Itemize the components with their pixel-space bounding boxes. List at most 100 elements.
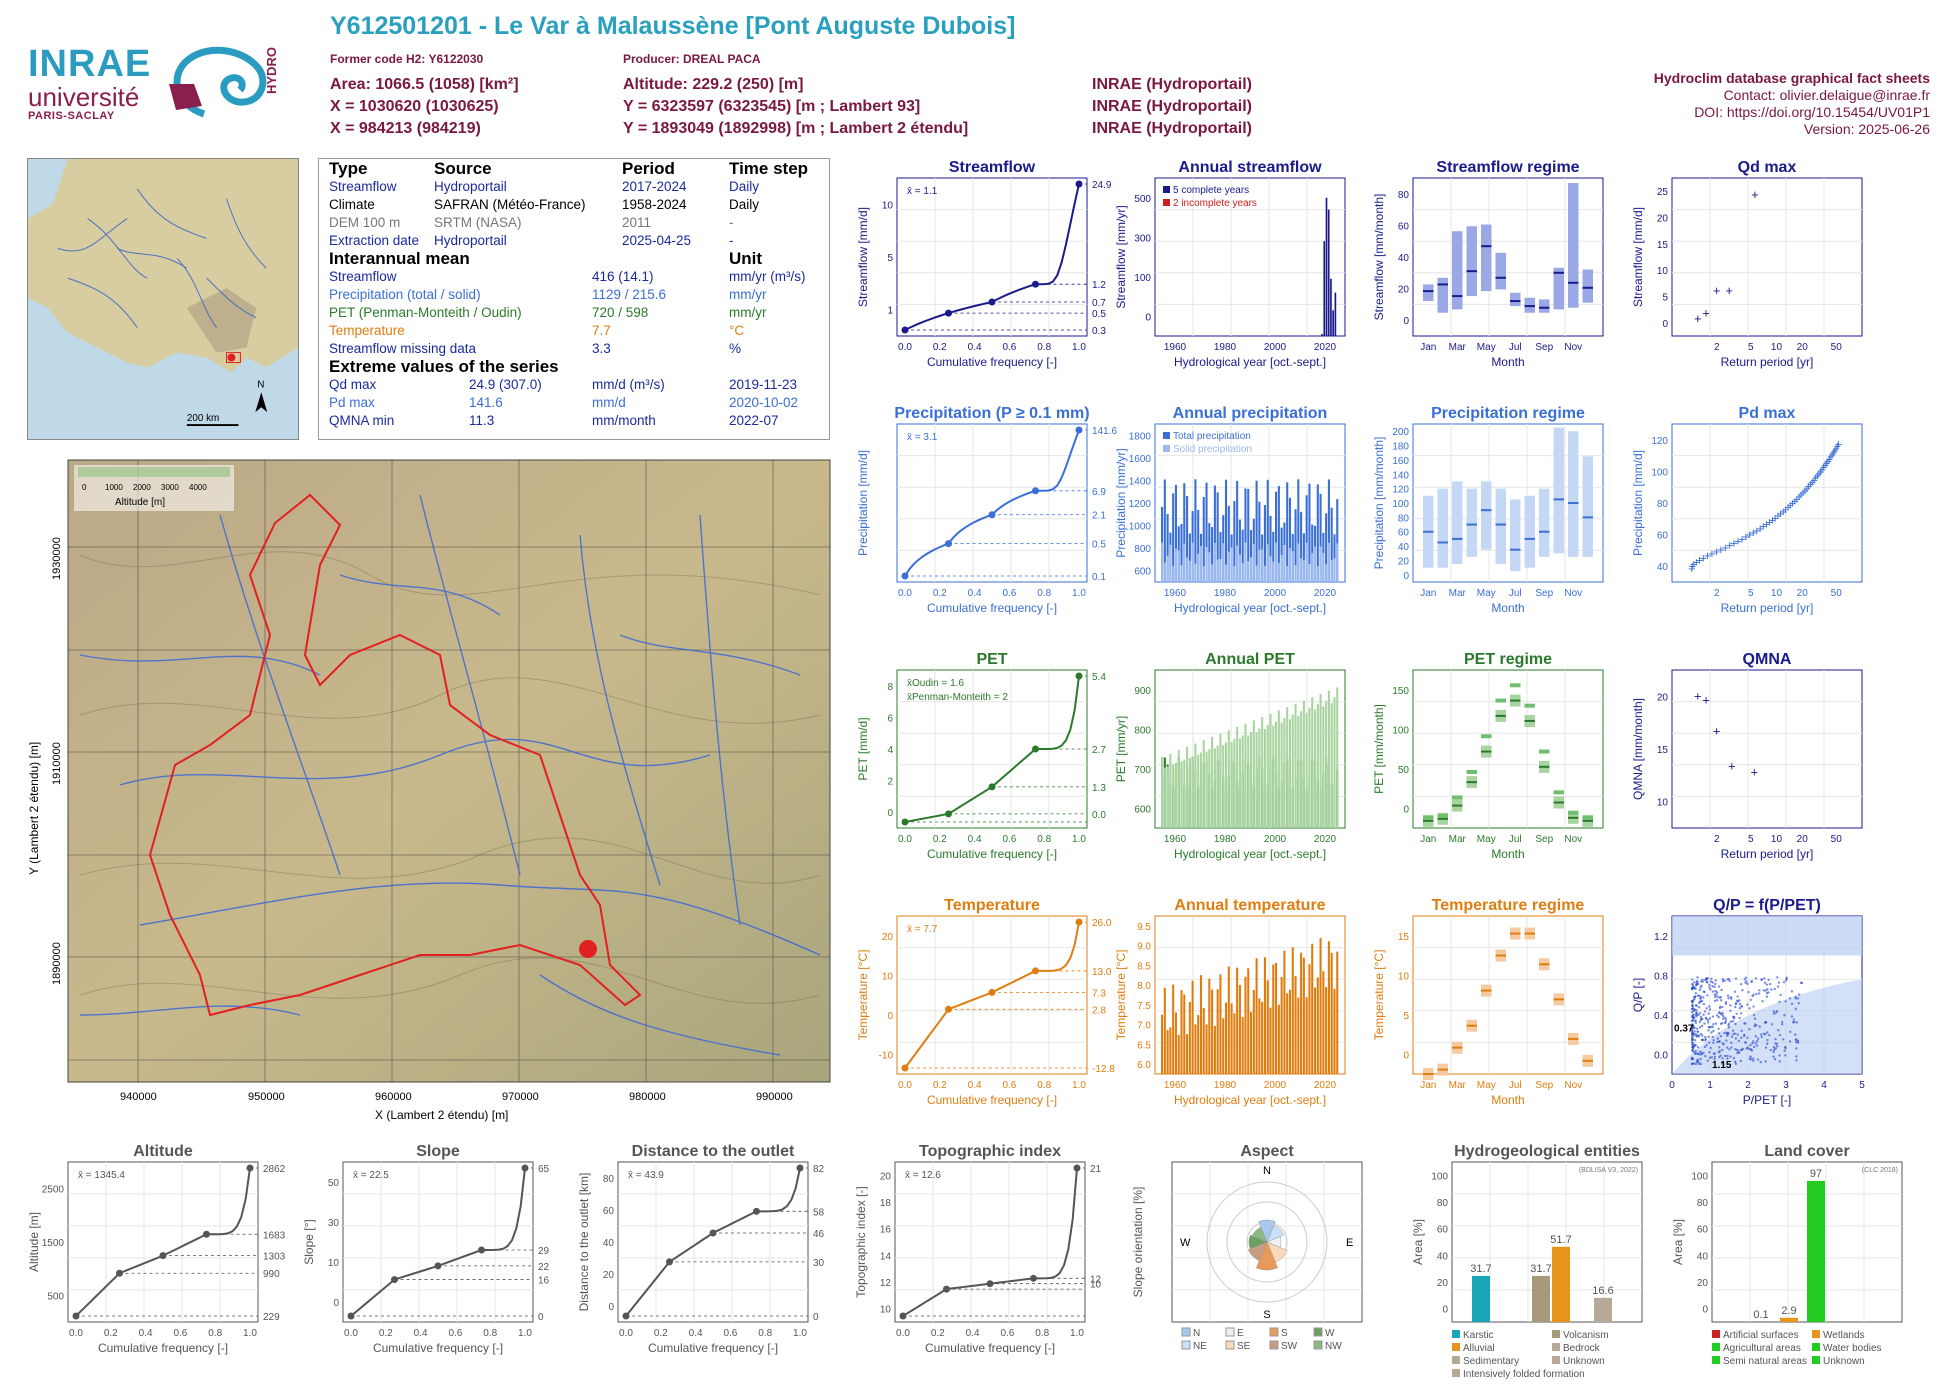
annual-bar-secondary: [1261, 549, 1264, 582]
tick-label: -12.8: [1092, 1064, 1115, 1075]
chart-title: Annual temperature: [1174, 897, 1325, 914]
annual-bar: [1236, 967, 1239, 1074]
budyko-point: [1748, 1007, 1751, 1010]
annual-bar: [1208, 978, 1211, 1074]
tick-label: 1.0: [518, 1328, 532, 1339]
annual-bar: [1238, 984, 1241, 1074]
tick-label: Nov: [1564, 342, 1582, 353]
budyko-point: [1726, 978, 1729, 981]
budyko-point: [1729, 1009, 1732, 1013]
budyko-point: [1699, 986, 1702, 989]
legend-swatch: [1313, 1327, 1323, 1337]
budyko-point: [1696, 1046, 1700, 1049]
return-period-point: +: [1742, 529, 1750, 544]
budyko-point: [1773, 987, 1776, 991]
budyko-point: [1721, 1062, 1724, 1065]
budyko-point: [1721, 1011, 1724, 1015]
tick-label: 24.9: [1092, 180, 1112, 191]
return-period-point: +: [1812, 470, 1820, 485]
budyko-point: [1761, 999, 1764, 1003]
svg-text:X (Lambert 2 étendu) [m]: X (Lambert 2 étendu) [m]: [375, 1108, 508, 1122]
axis-label: Month: [1491, 355, 1524, 369]
tick-label: 1683: [263, 1230, 286, 1241]
budyko-point: [1691, 1046, 1694, 1049]
tick-label: 0.8: [483, 1328, 497, 1339]
source-note: (BDLISA V3, 2022): [1579, 1167, 1638, 1174]
chart-title: Temperature: [944, 897, 1040, 914]
budyko-point: [1704, 1035, 1707, 1039]
info-table: Type Source Period Time step Streamflow Hydr…: [318, 158, 830, 440]
tick-label: 180: [1392, 442, 1409, 453]
budyko-point: [1772, 1045, 1776, 1049]
tick-label: 14: [880, 1251, 892, 1262]
annual-bar-secondary: [1191, 756, 1194, 828]
annual-bar: [1308, 483, 1311, 582]
annual-bar-secondary: [1213, 542, 1216, 582]
axis-label: Cumulative frequency [-]: [927, 1093, 1057, 1107]
annual-bar-secondary: [1333, 697, 1336, 828]
annual-bar: [1211, 527, 1214, 582]
table-row: Qd max 24.9 (307.0) mm/d (m³/s) 2019-11-23: [329, 377, 798, 392]
axis-label: Q/P [-]: [1631, 978, 1645, 1012]
tick-label: 0.6: [1002, 1080, 1016, 1091]
budyko-point: [1755, 992, 1758, 996]
budyko-point: [1711, 1015, 1715, 1018]
budyko-point: [1733, 1060, 1737, 1064]
budyko-point: [1793, 1033, 1797, 1036]
legend-label: Bedrock: [1563, 1343, 1601, 1354]
tick-label: 800: [1134, 725, 1151, 736]
annual-bar-secondary: [1300, 711, 1303, 828]
tick-label: 20: [1797, 834, 1809, 845]
tick-label: 12: [880, 1278, 892, 1289]
regime-box: [1452, 231, 1463, 310]
tick-label: 600: [1134, 804, 1151, 815]
annual-bar-secondary: [1316, 704, 1319, 828]
budyko-point: [1768, 1033, 1771, 1037]
return-period-point: +: [1717, 542, 1725, 557]
regime-box: [1582, 269, 1593, 303]
budyko-point: [1705, 1007, 1708, 1010]
budyko-point: [1762, 989, 1765, 992]
plot-frame: [1671, 669, 1863, 829]
budyko-point: [1697, 1013, 1700, 1017]
tick-label: 700: [1134, 765, 1151, 776]
budyko-point: [1697, 1060, 1700, 1064]
budyko-point: [1720, 1022, 1724, 1025]
tick-label: 60: [603, 1206, 615, 1217]
tick-label: 0.0: [896, 1328, 910, 1339]
mean-label: x̄Penman-Monteith = 2: [907, 692, 1008, 703]
catchment-boundary: [148, 493, 642, 1017]
annual-bar: [1213, 485, 1216, 582]
budyko-point: [1778, 1060, 1781, 1063]
budyko-point: [1795, 1055, 1798, 1058]
tick-label: 10: [1398, 971, 1410, 982]
legend-swatch: [1452, 1330, 1460, 1338]
compass-label: N: [1263, 1165, 1271, 1177]
budyko-point: [1749, 998, 1752, 1002]
annual-bar-secondary: [1186, 746, 1189, 828]
svg-text:Altitude [m]: Altitude [m]: [115, 497, 165, 508]
legend-swatch: [1812, 1330, 1820, 1338]
annual-bar-secondary: [1199, 545, 1203, 582]
budyko-point: [1713, 1055, 1717, 1058]
regime-box: [1437, 277, 1448, 313]
budyko-point: [1703, 1010, 1707, 1013]
annual-bar-secondary: [1172, 565, 1175, 582]
tick-label: 1.0: [793, 1328, 807, 1339]
annual-bar-secondary: [1224, 564, 1228, 582]
budyko-point: [1704, 1054, 1707, 1058]
annual-bar-secondary: [1272, 725, 1275, 828]
annual-bar-secondary: [1275, 721, 1278, 828]
annual-bar: [1305, 997, 1308, 1074]
budyko-point: [1695, 1004, 1698, 1007]
annual-bar-secondary: [1208, 552, 1211, 582]
tick-label: 1000: [1129, 522, 1152, 533]
axis-label: Precipitation [mm/month]: [1372, 437, 1386, 570]
tick-label: 30: [813, 1258, 825, 1269]
tick-label: 1: [887, 306, 893, 317]
tick-label: May: [1477, 588, 1496, 599]
tick-label: 10: [1090, 1280, 1102, 1291]
return-period-point: +: [1818, 462, 1826, 477]
tick-label: 2500: [42, 1185, 65, 1196]
annual-bar-secondary: [1280, 555, 1283, 582]
